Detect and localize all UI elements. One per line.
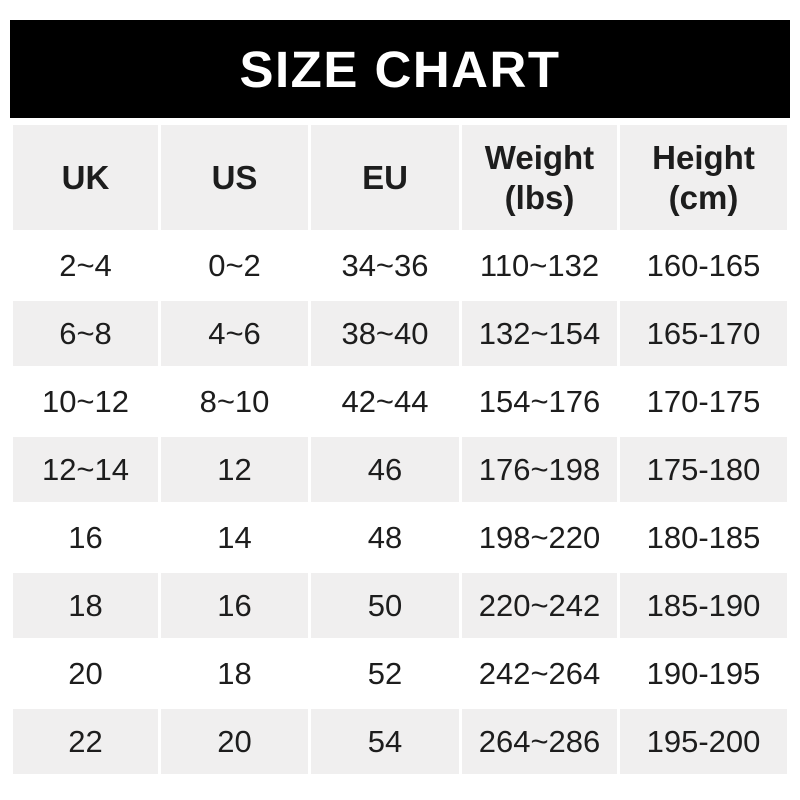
- cell-eu: 52: [311, 641, 459, 706]
- cell-weight: 220~242: [462, 573, 617, 638]
- header-cell-weight: Weight (lbs): [462, 125, 617, 230]
- cell-uk: 16: [13, 505, 158, 570]
- cell-height: 190-195: [620, 641, 787, 706]
- cell-eu: 48: [311, 505, 459, 570]
- cell-uk: 22: [13, 709, 158, 774]
- cell-weight: 110~132: [462, 233, 617, 298]
- header-label: Height: [652, 138, 755, 176]
- cell-weight: 242~264: [462, 641, 617, 706]
- header-cell-height: Height (cm): [620, 125, 787, 230]
- cell-height: 195-200: [620, 709, 787, 774]
- cell-weight: 264~286: [462, 709, 617, 774]
- table-row: 12~14 12 46 176~198 175-180: [13, 437, 787, 502]
- size-chart-table: UK US EU Weight (lbs) Height (cm): [10, 122, 790, 777]
- cell-us: 8~10: [161, 369, 308, 434]
- table-header-row: UK US EU Weight (lbs) Height (cm): [13, 125, 787, 230]
- cell-uk: 6~8: [13, 301, 158, 366]
- cell-eu: 54: [311, 709, 459, 774]
- cell-us: 12: [161, 437, 308, 502]
- header-cell-us: US: [161, 125, 308, 230]
- cell-height: 170-175: [620, 369, 787, 434]
- cell-weight: 176~198: [462, 437, 617, 502]
- header-cell-uk: UK: [13, 125, 158, 230]
- header-label: Weight: [484, 138, 595, 176]
- cell-eu: 34~36: [311, 233, 459, 298]
- cell-weight: 198~220: [462, 505, 617, 570]
- table-row: 10~12 8~10 42~44 154~176 170-175: [13, 369, 787, 434]
- cell-eu: 46: [311, 437, 459, 502]
- header-sublabel: (lbs): [504, 178, 575, 216]
- cell-us: 18: [161, 641, 308, 706]
- title-banner: SIZE CHART: [10, 20, 790, 118]
- cell-eu: 42~44: [311, 369, 459, 434]
- cell-eu: 50: [311, 573, 459, 638]
- cell-uk: 18: [13, 573, 158, 638]
- cell-height: 175-180: [620, 437, 787, 502]
- cell-uk: 12~14: [13, 437, 158, 502]
- header-label: US: [211, 158, 258, 196]
- cell-weight: 132~154: [462, 301, 617, 366]
- header-label: EU: [362, 158, 408, 196]
- cell-eu: 38~40: [311, 301, 459, 366]
- table-row: 16 14 48 198~220 180-185: [13, 505, 787, 570]
- cell-us: 4~6: [161, 301, 308, 366]
- cell-us: 20: [161, 709, 308, 774]
- header-cell-eu: EU: [311, 125, 459, 230]
- table-row: 6~8 4~6 38~40 132~154 165-170: [13, 301, 787, 366]
- table-row: 22 20 54 264~286 195-200: [13, 709, 787, 774]
- table-row: 20 18 52 242~264 190-195: [13, 641, 787, 706]
- cell-height: 180-185: [620, 505, 787, 570]
- cell-height: 160-165: [620, 233, 787, 298]
- table-row: 18 16 50 220~242 185-190: [13, 573, 787, 638]
- cell-us: 0~2: [161, 233, 308, 298]
- cell-uk: 2~4: [13, 233, 158, 298]
- page-title: SIZE CHART: [239, 40, 561, 98]
- cell-us: 14: [161, 505, 308, 570]
- cell-us: 16: [161, 573, 308, 638]
- cell-height: 185-190: [620, 573, 787, 638]
- cell-uk: 20: [13, 641, 158, 706]
- header-label: UK: [61, 158, 110, 196]
- header-sublabel: (cm): [668, 178, 739, 216]
- table-row: 2~4 0~2 34~36 110~132 160-165: [13, 233, 787, 298]
- cell-height: 165-170: [620, 301, 787, 366]
- cell-weight: 154~176: [462, 369, 617, 434]
- cell-uk: 10~12: [13, 369, 158, 434]
